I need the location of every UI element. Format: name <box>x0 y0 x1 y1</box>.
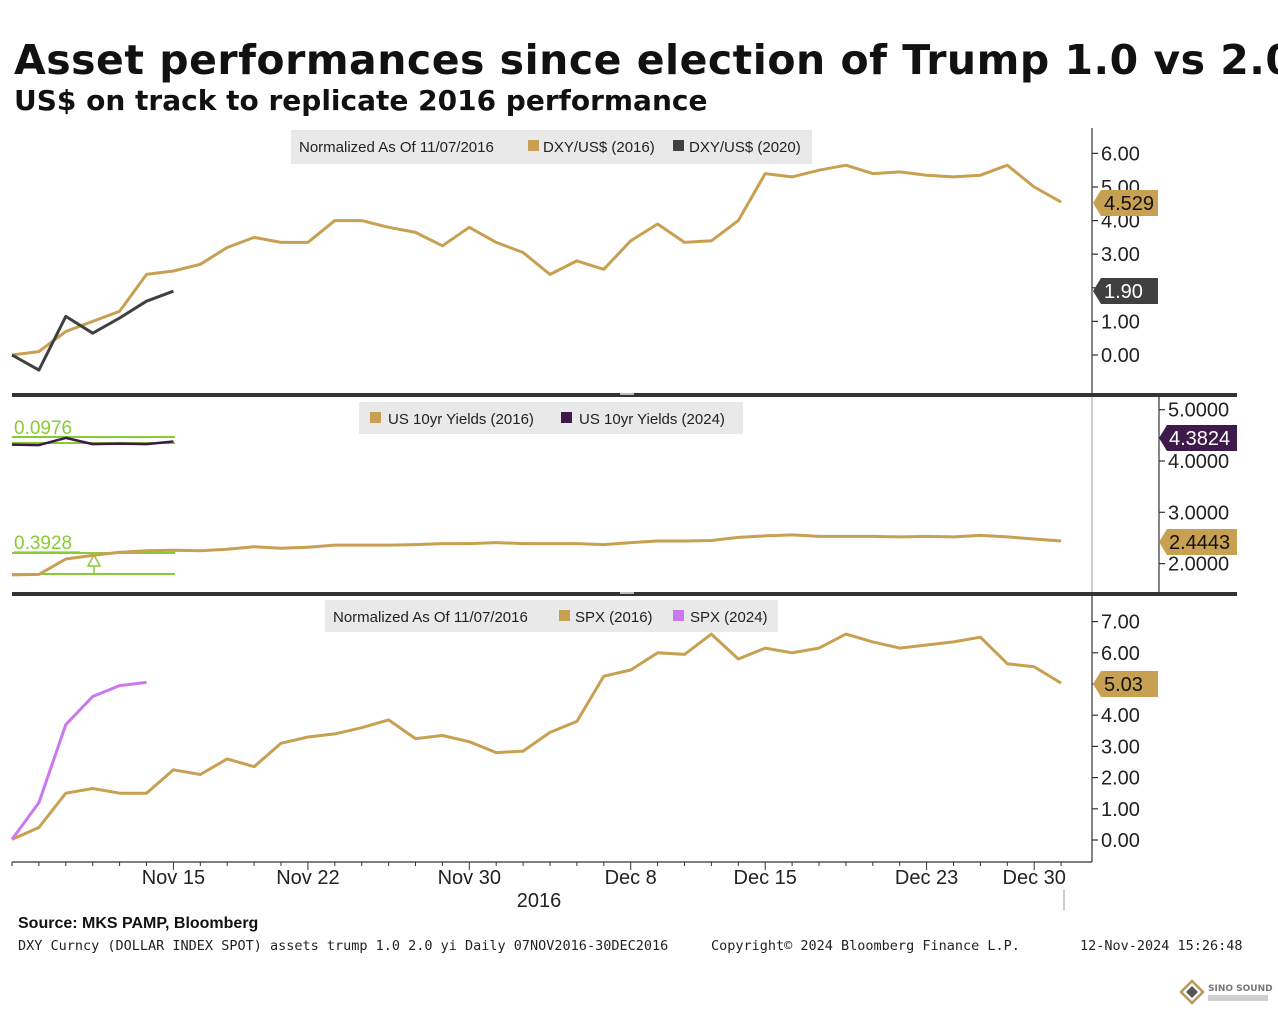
last-value-dxy-2016: 4.529 <box>1104 193 1154 215</box>
series-line-spx-2024 <box>10 680 147 841</box>
logo-text: SINO SOUND <box>1208 984 1273 994</box>
y-tick-label: 6.00 <box>1101 643 1140 665</box>
y-tick-label: 4.00 <box>1101 211 1140 233</box>
legend-spx-normalized: Normalized As Of 11/07/2016 <box>333 609 528 626</box>
series-line-dxy-2016 <box>11 163 1062 357</box>
y-tick-label: 7.00 <box>1101 612 1140 634</box>
y-tick-label: 1.00 <box>1101 311 1140 333</box>
legend-swatch-dxy-2016 <box>528 140 539 151</box>
panel-yields: US 10yr Yields (2016) US 10yr Yields (20… <box>11 397 1237 592</box>
last-value-yields-2016: 2.4443 <box>1169 532 1230 554</box>
last-value-dxy-2020: 1.90 <box>1104 281 1143 303</box>
y-tick-label: 6.00 <box>1101 143 1140 165</box>
legend-swatch-dxy-2020 <box>673 140 684 151</box>
y-tick-label: 0.00 <box>1101 345 1140 367</box>
y-tick-label: 3.00 <box>1101 244 1140 266</box>
last-value-spx-2016: 5.03 <box>1104 674 1143 696</box>
legend-yields-2016: US 10yr Yields (2016) <box>388 411 534 428</box>
legend-dxy-2020: DXY/US$ (2020) <box>689 139 801 156</box>
sino-sound-logo: SINO SOUND <box>1179 979 1273 1005</box>
y-tick-label: 4.0000 <box>1168 451 1229 473</box>
legend-box-dxy <box>291 130 812 164</box>
legend-yields-2024: US 10yr Yields (2024) <box>579 411 725 428</box>
y-tick-label: 3.00 <box>1101 736 1140 758</box>
legend-swatch-yields-2016 <box>370 412 381 423</box>
series-line-yields-2024 <box>11 436 174 447</box>
x-tick-label: Nov 30 <box>438 867 501 889</box>
legend-spx-2016: SPX (2016) <box>575 609 653 626</box>
y-tick-label: 3.0000 <box>1168 502 1229 524</box>
series-line-dxy-2020 <box>11 289 174 372</box>
y-tick-label: 4.00 <box>1101 705 1140 727</box>
y-tick-label: 5.0000 <box>1168 400 1229 422</box>
last-value-yields-2024: 4.3824 <box>1169 428 1230 450</box>
x-tick-label: Nov 15 <box>142 867 205 889</box>
x-ticks: Nov 15 Nov 22 Nov 30 Dec 8 Dec 15 Dec 23 Dec 3… <box>11 862 1066 889</box>
separator-handle-2[interactable] <box>620 592 634 594</box>
last-value-tag-yields-2016: 2.4443 <box>1159 529 1237 555</box>
logo-inner-diamond-icon <box>1186 986 1198 998</box>
legend-dxy-2016: DXY/US$ (2016) <box>543 139 655 156</box>
study-arrow-icon <box>86 553 102 573</box>
x-tick-label: Dec 15 <box>734 867 797 889</box>
chart-title: Asset performances since election of Tru… <box>14 36 1278 84</box>
x-tick-label: Dec 8 <box>605 867 657 889</box>
panel-spx: Normalized As Of 11/07/2016 SPX (2016) S… <box>10 596 1158 862</box>
series-line-yields-2016 <box>11 533 1062 577</box>
legend-swatch-spx-2024 <box>673 610 684 621</box>
legend-swatch-yields-2024 <box>561 412 572 423</box>
panel-dxy: Normalized As Of 11/07/2016 DXY/US$ (201… <box>11 128 1158 393</box>
footer-description: DXY Curncy (DOLLAR INDEX SPOT) assets tr… <box>18 938 669 954</box>
legend-box-yields <box>359 402 743 434</box>
source-note: Source: MKS PAMP, Bloomberg <box>18 915 259 932</box>
legend-dxy-normalized: Normalized As Of 11/07/2016 <box>299 139 494 156</box>
legend-swatch-spx-2016 <box>559 610 570 621</box>
y-ticks-yields: 5.0000 4.0000 3.0000 2.0000 <box>1159 400 1229 576</box>
x-tick-label: Nov 22 <box>276 867 339 889</box>
footer-copyright: Copyright© 2024 Bloomberg Finance L.P. <box>711 938 1020 954</box>
last-value-tag-spx-2016: 5.03 <box>1093 671 1158 697</box>
last-value-tag-dxy-2020: 1.90 <box>1093 278 1158 304</box>
chart-subtitle: US$ on track to replicate 2016 performan… <box>14 84 708 117</box>
last-value-tag-yields-2024: 4.3824 <box>1159 425 1237 451</box>
logo-subtext-bar <box>1208 995 1268 1001</box>
y-tick-label: 2.00 <box>1101 768 1140 790</box>
footer-timestamp: 12-Nov-2024 15:26:48 <box>1080 938 1243 954</box>
study-label-top: 0.0976 <box>14 418 72 439</box>
series-line-spx-2016 <box>11 632 1062 841</box>
y-tick-label: 1.00 <box>1101 799 1140 821</box>
x-tick-label: Dec 30 <box>1003 867 1066 889</box>
legend-spx-2024: SPX (2024) <box>690 609 768 626</box>
x-tick-label: Dec 23 <box>895 867 958 889</box>
x-axis-year: 2016 <box>517 890 562 912</box>
y-tick-label: 2.0000 <box>1168 554 1229 576</box>
last-value-tag-dxy-2016: 4.529 <box>1093 190 1158 216</box>
separator-handle-1[interactable] <box>620 393 634 395</box>
legend-box-spx <box>325 600 778 632</box>
y-tick-label: 0.00 <box>1101 830 1140 852</box>
logo-diamond-icon <box>1179 979 1205 1005</box>
study-label-bottom: 0.3928 <box>14 533 72 554</box>
y-ticks-dxy: 6.005.004.003.002.001.000.00 <box>1092 143 1140 367</box>
y-ticks-spx: 7.006.005.004.003.002.001.000.00 <box>1092 612 1140 852</box>
